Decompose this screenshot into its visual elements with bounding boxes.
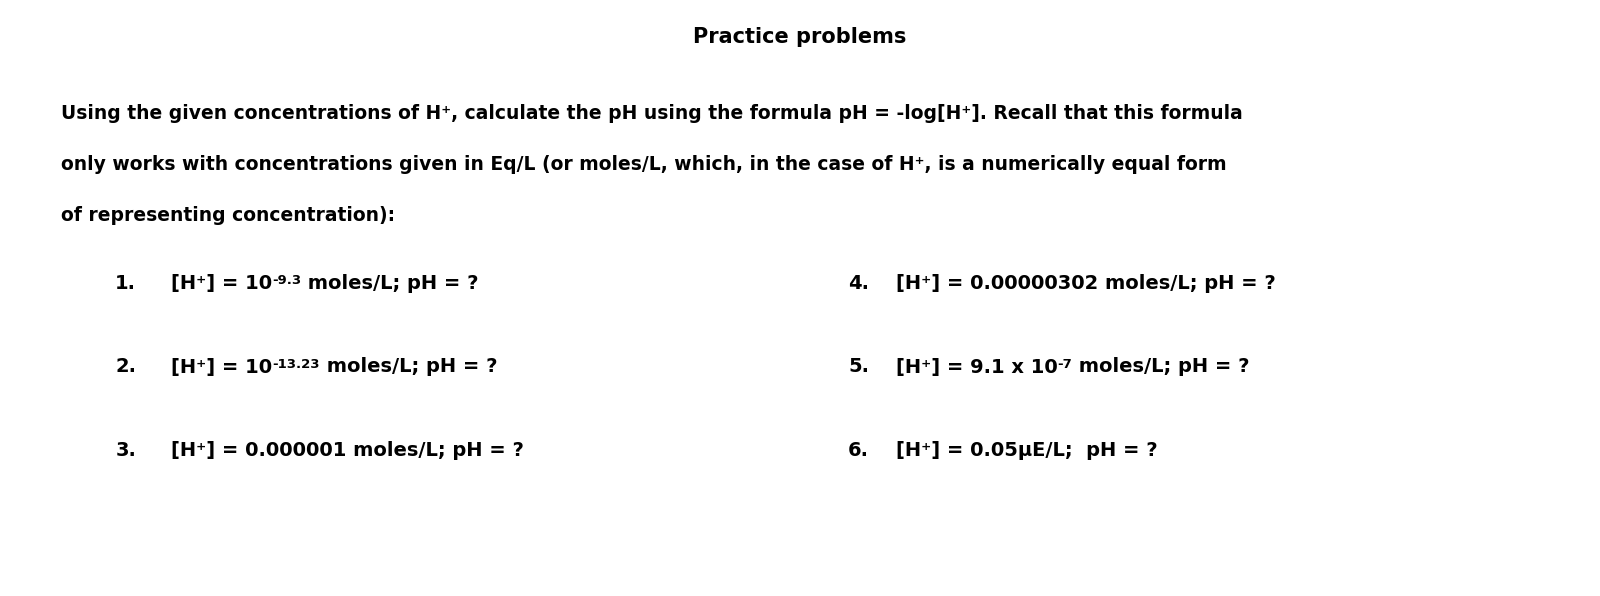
- Text: [H⁺] = 0.000001 moles/L; pH = ?: [H⁺] = 0.000001 moles/L; pH = ?: [171, 441, 525, 460]
- Text: [H⁺] = 10: [H⁺] = 10: [171, 274, 272, 293]
- Text: 3.: 3.: [115, 441, 136, 460]
- Text: 2.: 2.: [115, 358, 136, 377]
- Text: [H⁺] = 10: [H⁺] = 10: [171, 358, 272, 377]
- Text: 6.: 6.: [848, 441, 869, 460]
- Text: 4.: 4.: [848, 274, 869, 293]
- Text: -7: -7: [1058, 358, 1072, 371]
- Text: [H⁺] = 9.1 x 10: [H⁺] = 9.1 x 10: [896, 358, 1058, 377]
- Text: moles/L; pH = ?: moles/L; pH = ?: [1072, 358, 1250, 377]
- Text: [H⁺] = 0.00000302 moles/L; pH = ?: [H⁺] = 0.00000302 moles/L; pH = ?: [896, 274, 1275, 293]
- Text: -13.23: -13.23: [272, 358, 320, 371]
- Text: [H⁺] = 0.05μE/L;  pH = ?: [H⁺] = 0.05μE/L; pH = ?: [896, 441, 1158, 460]
- Text: moles/L; pH = ?: moles/L; pH = ?: [301, 274, 478, 293]
- Text: moles/L; pH = ?: moles/L; pH = ?: [320, 358, 498, 377]
- Text: only works with concentrations given in Eq/L (or moles/L, which, in the case of : only works with concentrations given in …: [61, 155, 1227, 174]
- Text: 5.: 5.: [848, 358, 869, 377]
- Text: 1.: 1.: [115, 274, 136, 293]
- Text: Using the given concentrations of H⁺, calculate the pH using the formula pH = -l: Using the given concentrations of H⁺, ca…: [61, 104, 1243, 123]
- Text: Practice problems: Practice problems: [693, 27, 907, 47]
- Text: -9.3: -9.3: [272, 274, 301, 287]
- Text: of representing concentration):: of representing concentration):: [61, 206, 395, 225]
